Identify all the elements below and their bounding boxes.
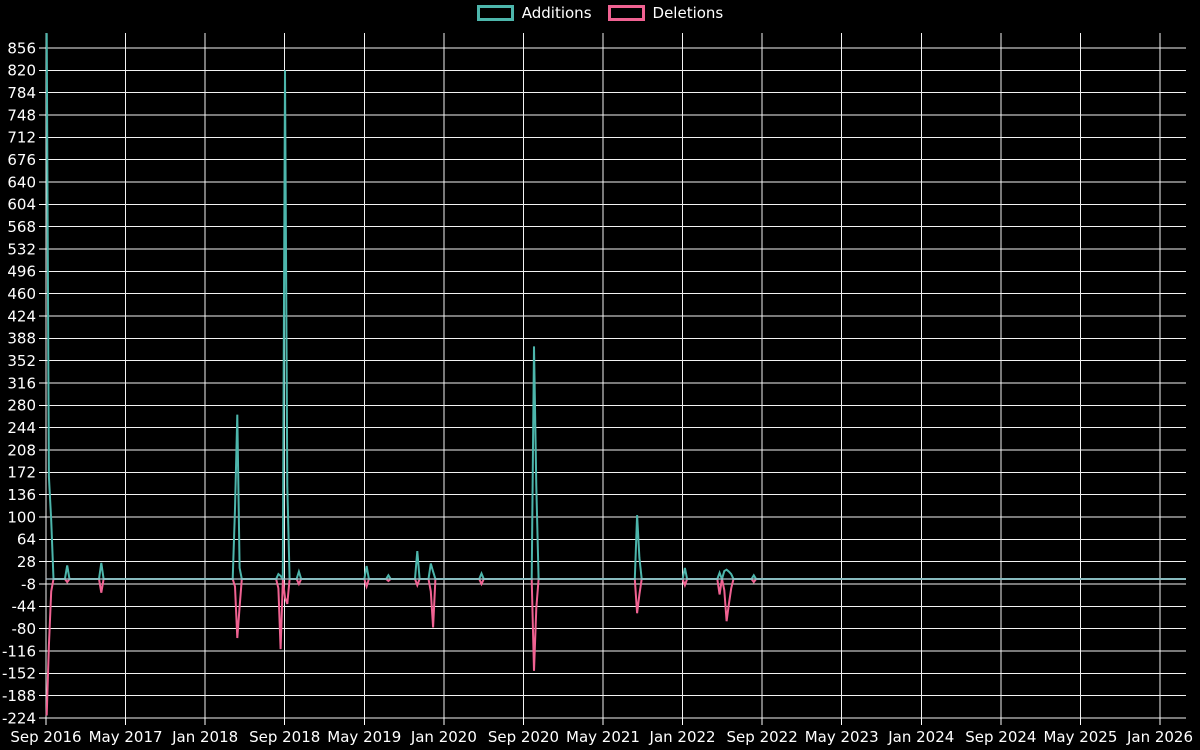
svg-text:-44: -44: [12, 598, 37, 616]
svg-text:May 2019: May 2019: [327, 728, 401, 746]
svg-text:May 2025: May 2025: [1043, 728, 1117, 746]
svg-text:64: 64: [17, 531, 36, 549]
svg-text:May 2021: May 2021: [566, 728, 640, 746]
svg-text:-80: -80: [12, 620, 37, 638]
svg-text:352: 352: [7, 352, 36, 370]
svg-text:784: 784: [7, 84, 36, 102]
legend-item-additions[interactable]: Additions: [476, 3, 592, 22]
svg-text:136: 136: [7, 486, 36, 504]
chart-legend: Additions Deletions: [0, 5, 1200, 21]
svg-text:Jan 2026: Jan 2026: [1126, 728, 1193, 746]
legend-item-deletions[interactable]: Deletions: [607, 3, 724, 22]
svg-text:Jan 2020: Jan 2020: [410, 728, 477, 746]
svg-text:Sep 2020: Sep 2020: [488, 728, 559, 746]
svg-text:Sep 2016: Sep 2016: [10, 728, 81, 746]
svg-text:568: 568: [7, 218, 36, 236]
additions-swatch-icon: [476, 5, 514, 21]
svg-text:712: 712: [7, 129, 36, 147]
svg-text:-188: -188: [2, 687, 36, 705]
svg-text:640: 640: [7, 173, 36, 191]
svg-text:28: 28: [17, 553, 36, 571]
svg-text:676: 676: [7, 151, 36, 169]
svg-text:-224: -224: [2, 709, 36, 727]
svg-text:Jan 2024: Jan 2024: [887, 728, 954, 746]
svg-text:388: 388: [7, 330, 36, 348]
svg-text:604: 604: [7, 196, 36, 214]
svg-text:748: 748: [7, 106, 36, 124]
svg-text:820: 820: [7, 62, 36, 80]
svg-text:280: 280: [7, 397, 36, 415]
svg-text:Sep 2024: Sep 2024: [965, 728, 1036, 746]
svg-text:208: 208: [7, 441, 36, 459]
svg-text:172: 172: [7, 464, 36, 482]
svg-text:424: 424: [7, 307, 36, 325]
svg-text:Jan 2018: Jan 2018: [171, 728, 238, 746]
svg-text:-152: -152: [2, 665, 36, 683]
svg-text:532: 532: [7, 240, 36, 258]
svg-text:100: 100: [7, 508, 36, 526]
legend-deletions-label: Deletions: [652, 3, 724, 22]
svg-text:316: 316: [7, 374, 36, 392]
svg-text:856: 856: [7, 39, 36, 57]
svg-text:460: 460: [7, 285, 36, 303]
svg-text:Sep 2018: Sep 2018: [249, 728, 320, 746]
svg-text:-8: -8: [21, 575, 36, 593]
svg-text:May 2017: May 2017: [89, 728, 163, 746]
svg-text:Sep 2022: Sep 2022: [727, 728, 798, 746]
svg-text:Jan 2022: Jan 2022: [649, 728, 716, 746]
svg-text:-116: -116: [2, 642, 36, 660]
svg-text:May 2023: May 2023: [805, 728, 879, 746]
svg-text:496: 496: [7, 263, 36, 281]
legend-additions-label: Additions: [521, 3, 592, 22]
deletions-swatch-icon: [607, 5, 645, 21]
svg-text:244: 244: [7, 419, 36, 437]
